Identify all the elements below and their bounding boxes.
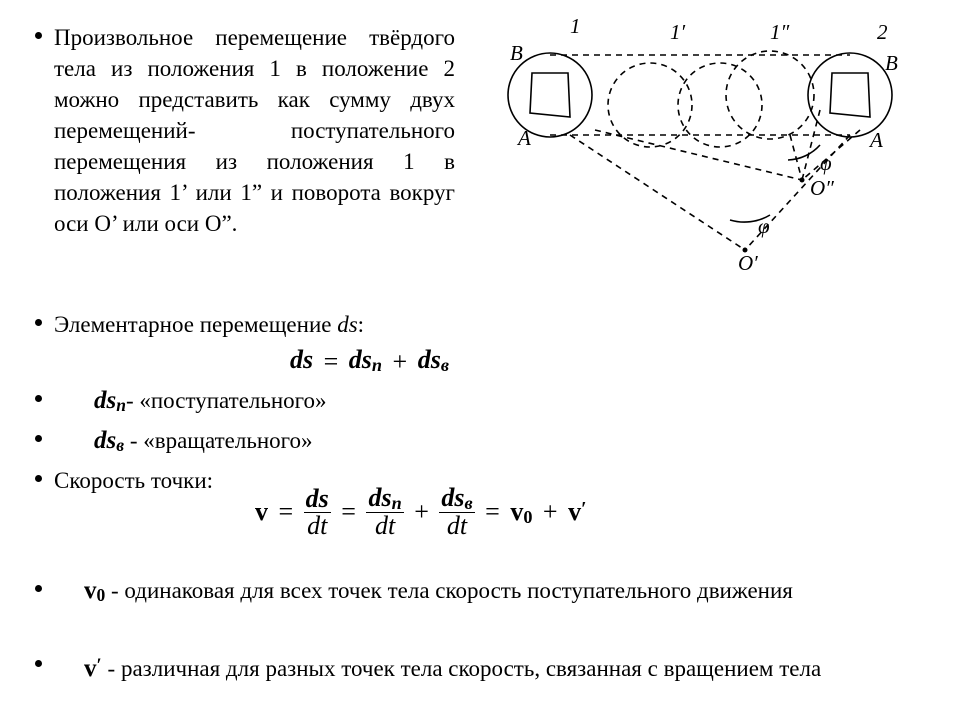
bullet-item-6: v′ - различная для разных точек тела ско… [35, 650, 920, 684]
eq2-f1-den: dt [304, 513, 331, 539]
bullet-dot [35, 395, 42, 402]
eq2-v0-sub: 0 [523, 507, 532, 527]
para3b-tail: - «вращательного» [124, 428, 312, 453]
equation-ds: ds = dsп + dsв [290, 345, 449, 377]
eq2-f2-num: dsп [366, 485, 403, 513]
para3b-sym-sub: в [116, 435, 124, 455]
para3b-sym: dsв [94, 427, 124, 454]
para3b-sym-base: ds [94, 427, 116, 454]
para5-sym: v0 [84, 577, 105, 604]
eq1-r1-sym: ds [349, 345, 372, 374]
bullet-dot [35, 435, 42, 442]
svg-text:O′: O′ [738, 251, 758, 275]
eq1-r2-sym: ds [418, 345, 441, 374]
svg-text:φ: φ [820, 151, 832, 175]
bullet-dot [35, 319, 42, 326]
svg-text:1″: 1″ [770, 20, 790, 44]
bullet-item-5: v0 - одинаковая для всех точек тела скор… [35, 575, 920, 611]
para6-sym: v′ [84, 655, 102, 682]
para5-tail: - одинаковая для всех точек тела скорост… [105, 578, 793, 603]
eq1-eq: = [320, 347, 343, 377]
svg-text:B: B [885, 51, 898, 75]
para3a-sym-sub: п [116, 395, 126, 415]
para3a-tail: - «поступательного» [126, 388, 327, 413]
para6-sym-base: v [84, 655, 97, 682]
eq2-plus1: + [410, 499, 433, 525]
para3b-text: dsв - «вращательного» [54, 425, 313, 461]
svg-text:2: 2 [877, 20, 888, 44]
eq2-v: v [255, 497, 268, 526]
para6-tail: - различная для разных точек тела скорос… [102, 656, 821, 681]
eq2-f2-den: dt [366, 513, 403, 539]
motion-diagram: 11′1″2BABAφφO′O″ [470, 15, 925, 275]
para6-text: v′ - различная для разных точек тела ско… [54, 650, 920, 684]
svg-text:φ: φ [758, 214, 770, 238]
eq2-eq1: = [275, 499, 298, 525]
eq2-f2: dsп dt [366, 485, 403, 539]
para5-sym-sub: 0 [97, 585, 106, 605]
bullet-dot [35, 660, 42, 667]
eq1-r2-sub: в [441, 355, 449, 375]
eq2-f1: ds dt [304, 486, 331, 539]
para2-prefix: Элементарное перемещение [54, 312, 337, 337]
eq2-plus2: + [539, 499, 562, 525]
eq2-vp-sup: ′ [581, 499, 586, 520]
svg-text:A: A [516, 126, 531, 150]
para3a-sym: dsп [94, 387, 126, 414]
para3a-text: dsп- «поступательного» [54, 385, 327, 421]
page-root: Произвольное перемещение твёрдого тела и… [0, 0, 960, 720]
eq2-vp: v′ [568, 497, 586, 526]
bullet-item-2: Элементарное перемещение ds: [35, 309, 835, 340]
eq1-r2: dsв [418, 345, 449, 374]
eq2-f3: dsв dt [439, 485, 474, 539]
eq1-lhs: ds [290, 345, 313, 374]
bullet-dot [35, 475, 42, 482]
para4-text: Скорость точки: [54, 465, 213, 496]
eq2-v0: v0 [510, 497, 532, 526]
eq2-f3-den: dt [439, 513, 474, 539]
eq2-v0-sym: v [510, 497, 523, 526]
equation-v: v = ds dt = dsп dt + dsв dt = v0 + v′ [255, 485, 587, 539]
eq2-f1-num: ds [304, 486, 331, 513]
bullet-dot [35, 585, 42, 592]
para2-suffix: : [358, 312, 364, 337]
svg-text:1: 1 [570, 15, 581, 38]
eq2-f3-num-sub: в [465, 493, 473, 513]
para1-text: Произвольное перемещение твёрдого тела и… [54, 22, 455, 239]
bullet-item-4: Скорость точки: [35, 465, 213, 496]
bullet-item-3b: dsв - «вращательного» [35, 425, 313, 461]
para5-text: v0 - одинаковая для всех точек тела скор… [54, 575, 920, 611]
eq2-eq2: = [337, 499, 360, 525]
bullet-item-3a: dsп- «поступательного» [35, 385, 327, 421]
svg-text:O″: O″ [810, 176, 834, 200]
eq2-f2-num-sym: ds [368, 483, 391, 512]
eq1-r1: dsп [349, 345, 382, 374]
para2-text: Элементарное перемещение ds: [54, 309, 364, 340]
eq2-f3-num-sym: ds [441, 483, 464, 512]
para5-sym-base: v [84, 577, 97, 604]
svg-text:A: A [868, 128, 883, 152]
svg-text:B: B [510, 41, 523, 65]
eq2-f2-num-sub: п [392, 493, 402, 513]
para3a-sym-base: ds [94, 387, 116, 414]
bullet-item-1: Произвольное перемещение твёрдого тела и… [35, 22, 455, 239]
eq2-eq3: = [481, 499, 504, 525]
eq1-r1-sub: п [372, 355, 382, 375]
eq2-f3-num: dsв [439, 485, 474, 513]
eq1-plus: + [389, 347, 412, 377]
bullet-dot [35, 32, 42, 39]
para2-italic: ds [337, 312, 357, 337]
eq2-vp-sym: v [568, 497, 581, 526]
svg-text:1′: 1′ [670, 20, 686, 44]
